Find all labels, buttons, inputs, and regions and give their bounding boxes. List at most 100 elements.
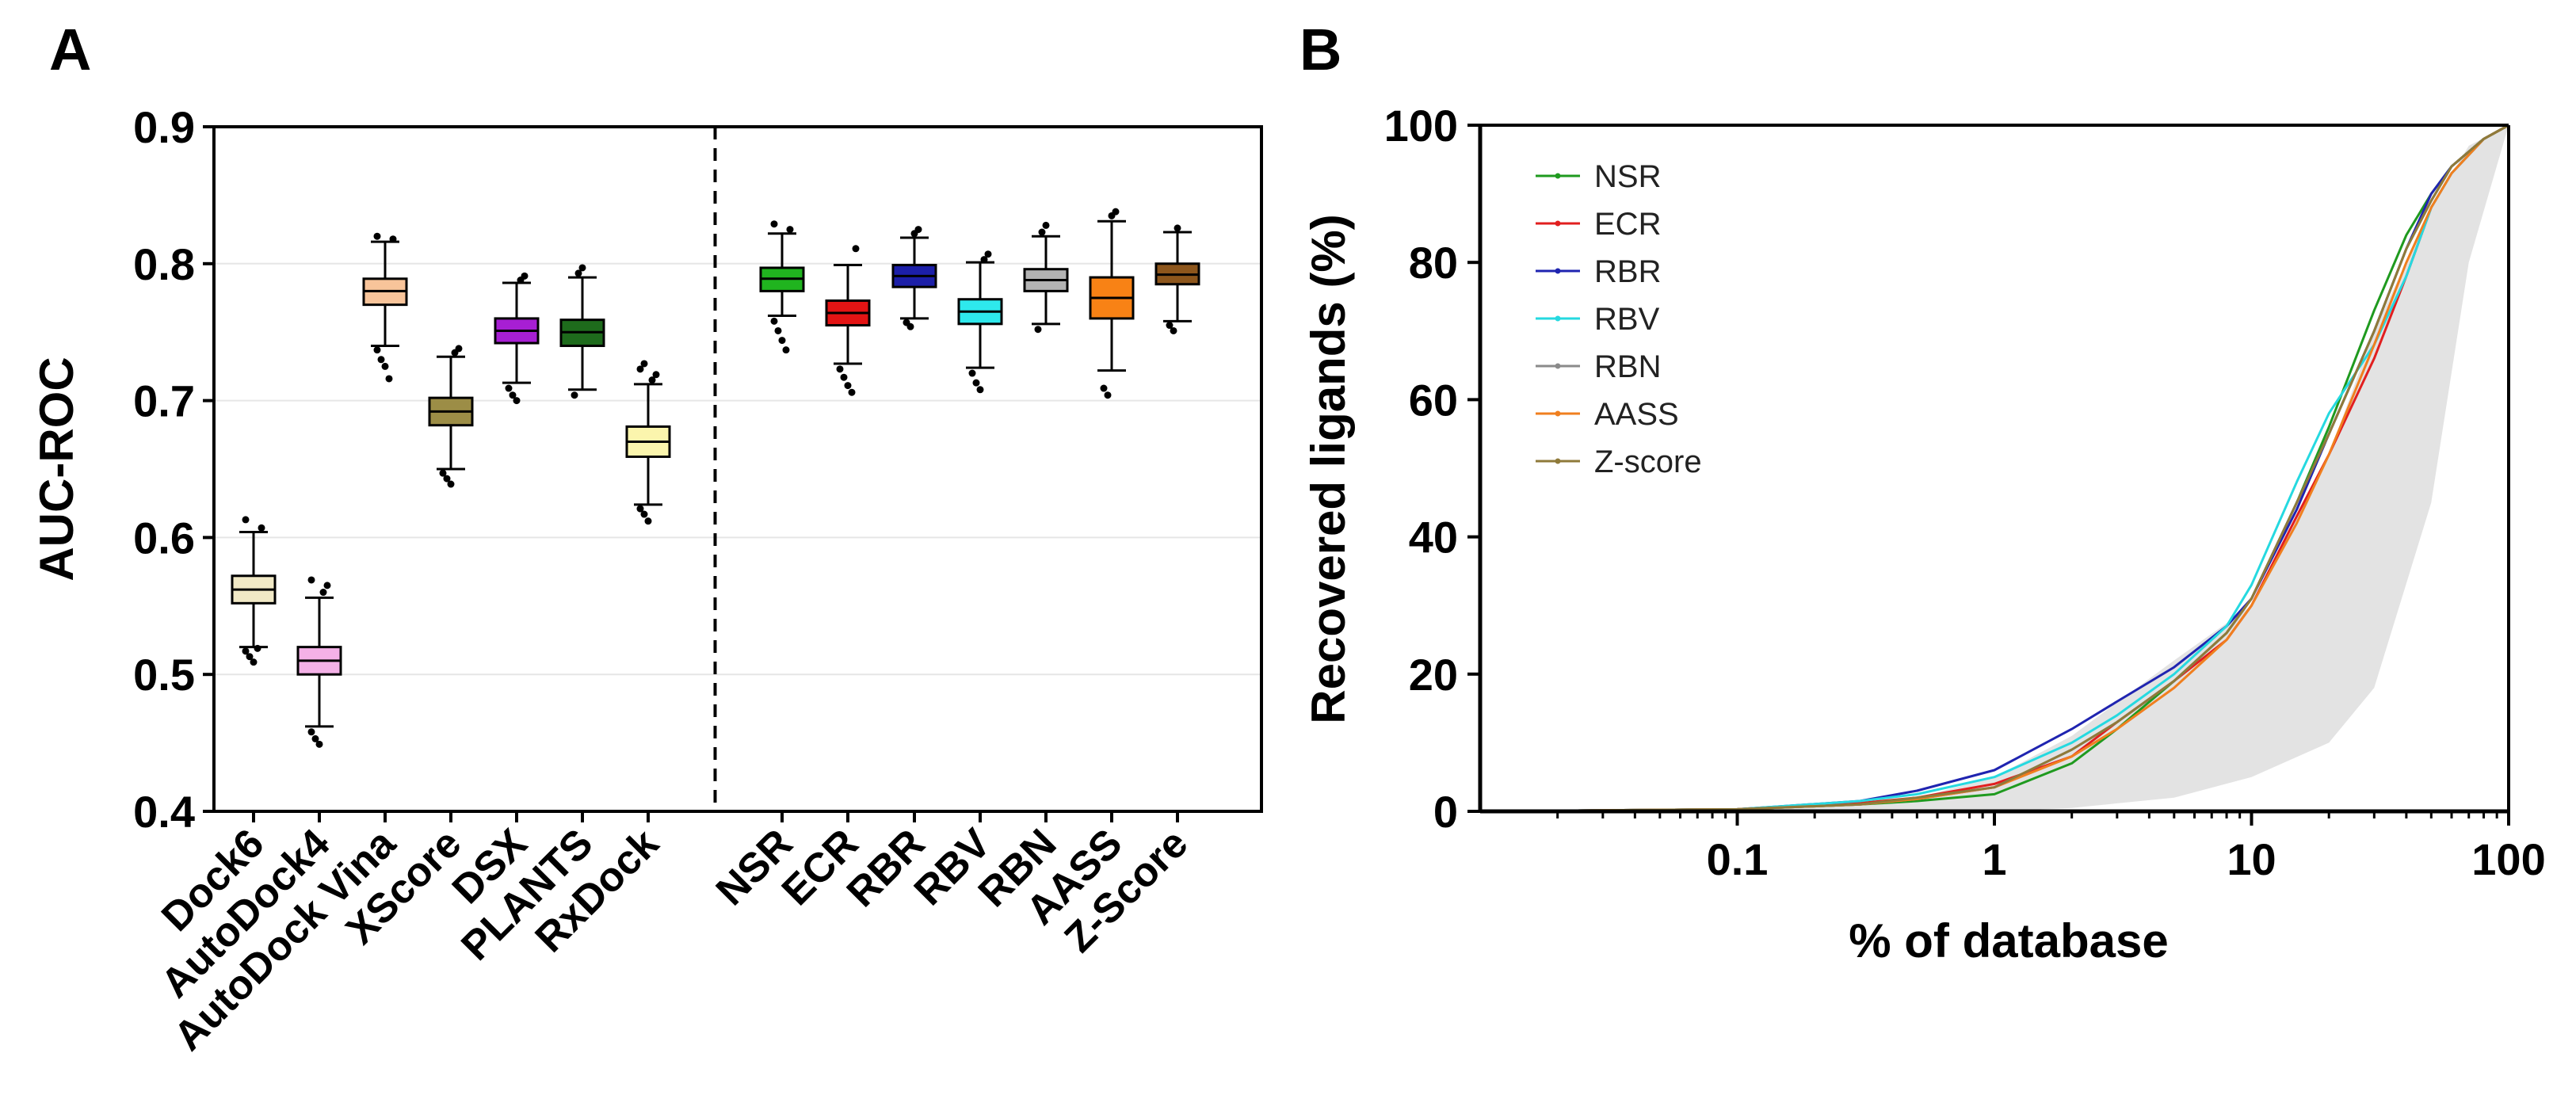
boxplot-y-tick-label: 0.6: [133, 513, 195, 563]
legend-label: RBN: [1594, 349, 1661, 384]
outlier-point: [972, 379, 980, 387]
outlier-point: [1100, 384, 1108, 392]
boxplot-chart: 0.4 0.5 0.6 0.7 0.8 0.9 AUC-ROC Dock6AutoDock…: [30, 102, 1263, 1059]
outlier-point: [1042, 221, 1050, 229]
outlier-point: [640, 510, 648, 518]
boxplot-y-tick-label: 0.7: [133, 376, 195, 426]
outlier-point: [315, 740, 323, 748]
line-chart: 0 20 40 60 80 100 0.1 1 10 100 Recovered ligands …: [1302, 101, 2546, 967]
boxplot-box-rbn: [1023, 221, 1069, 334]
outlier-point: [447, 480, 455, 488]
legend-label: RBV: [1594, 302, 1660, 337]
line-y-tick-label: 60: [1409, 375, 1458, 425]
outlier-point: [640, 360, 648, 368]
outlier-point: [1034, 326, 1042, 334]
legend-marker: [1555, 458, 1561, 464]
outlier-point: [389, 235, 397, 243]
outlier-point: [636, 365, 644, 373]
line-y-tick-label: 40: [1409, 513, 1458, 563]
line-x-tick-label: 100: [2471, 834, 2545, 884]
outlier-point: [644, 517, 652, 525]
line-axes: 0 20 40 60 80 100 0.1 1 10 100: [1384, 101, 2546, 884]
boxplot-box-rxdock: [625, 360, 671, 525]
boxplot-plot-area: [214, 127, 1261, 811]
boxplot-y-tick-label: 0.5: [133, 650, 195, 700]
line-legend: NSR ECR RBR RBV RBN AASS Z-score: [1536, 159, 1702, 479]
outlier-point: [852, 245, 860, 253]
outlier-point: [914, 226, 922, 234]
outlier-point: [385, 375, 393, 383]
outlier-point: [319, 589, 327, 597]
legend-marker: [1555, 315, 1561, 322]
line-x-axis-label: % of database: [1849, 914, 2168, 967]
outlier-point: [1170, 326, 1177, 334]
legend-label: AASS: [1594, 397, 1679, 432]
outlier-point: [323, 582, 331, 589]
boxplot-y-tick-label: 0.9: [133, 102, 195, 152]
boxplot-y-ticks: 0.4 0.5 0.6 0.7 0.8 0.9: [133, 102, 214, 837]
line-y-tick-label: 20: [1409, 650, 1458, 700]
legend-label: NSR: [1594, 159, 1661, 194]
line-x-tick-label: 0.1: [1707, 834, 1769, 884]
outlier-point: [770, 317, 778, 325]
outlier-point: [984, 250, 992, 258]
outlier-point: [443, 475, 451, 483]
line-y-tick-label: 0: [1433, 787, 1458, 837]
outlier-point: [774, 326, 782, 334]
legend-marker: [1555, 363, 1561, 369]
line-range-band: [1480, 125, 2509, 811]
outlier-point: [848, 388, 856, 396]
line-series-rbr: [1479, 124, 2509, 813]
outlier-point: [242, 516, 250, 524]
boxplot-boxes: [231, 208, 1200, 748]
outlier-point: [786, 226, 794, 234]
outlier-point: [770, 220, 778, 228]
outlier-point: [1104, 391, 1112, 399]
outlier-point: [1174, 224, 1181, 232]
outlier-point: [836, 365, 844, 373]
line-series-group: [1479, 124, 2509, 813]
outlier-point: [258, 524, 265, 532]
line-y-axis-label: Recovered ligands (%): [1302, 214, 1355, 724]
outlier-point: [840, 373, 848, 381]
legend-label: ECR: [1594, 207, 1661, 242]
outlier-point: [509, 391, 517, 399]
outlier-point: [578, 264, 586, 272]
outlier-point: [439, 469, 447, 477]
boxplot-gridlines: [214, 262, 1261, 676]
outlier-point: [455, 345, 463, 353]
outlier-point: [513, 397, 521, 405]
panel-b-label: B: [1299, 17, 1341, 82]
outlier-point: [381, 362, 389, 370]
legend-marker: [1555, 410, 1561, 417]
line-y-tick-label: 80: [1409, 238, 1458, 288]
outlier-point: [906, 322, 914, 330]
outlier-point: [521, 272, 529, 280]
boxplot-box-z-score: [1154, 224, 1200, 334]
outlier-point: [1038, 228, 1046, 236]
boxplot-box-ecr: [825, 245, 871, 396]
boxplot-box-plants: [559, 264, 605, 399]
legend-marker: [1555, 220, 1561, 227]
outlier-point: [968, 369, 976, 377]
outlier-point: [373, 232, 381, 240]
boxplot-box-xscore: [428, 345, 474, 488]
boxplot-box-aass: [1089, 208, 1135, 399]
outlier-point: [636, 505, 644, 513]
outlier-point: [844, 382, 852, 390]
outlier-point: [505, 384, 513, 392]
outlier-point: [311, 734, 319, 742]
outlier-point: [373, 346, 381, 354]
outlier-point: [254, 644, 261, 652]
outlier-point: [976, 386, 984, 394]
boxplot-box-autodock-vina: [362, 232, 408, 383]
panel-a-label: A: [49, 17, 91, 82]
line-x-tick-label: 10: [2227, 834, 2276, 884]
line-series-z-score: [1479, 124, 2509, 813]
outlier-point: [652, 371, 660, 379]
boxplot-y-tick-label: 0.8: [133, 239, 195, 289]
legend-marker: [1555, 173, 1561, 179]
outlier-point: [242, 647, 250, 655]
